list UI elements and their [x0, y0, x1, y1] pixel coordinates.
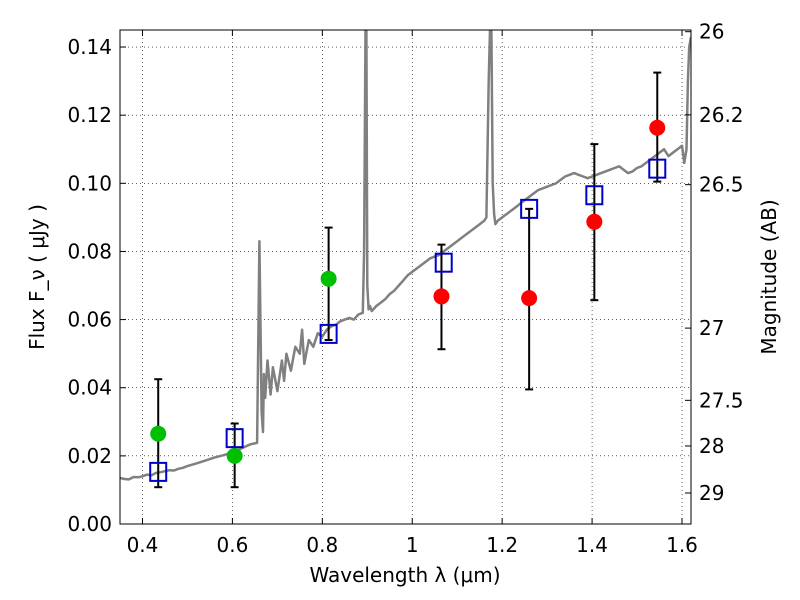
- x-tick-label: 0.4: [127, 533, 159, 557]
- x-tick-label: 1.2: [486, 533, 518, 557]
- model-squares: [149, 158, 667, 482]
- right-axis-title: Magnitude (AB): [757, 199, 781, 354]
- right-tick-label: 28: [699, 434, 724, 458]
- model-square: [434, 252, 453, 273]
- model-square: [319, 323, 338, 344]
- x-axis-title: Wavelength λ (μm): [309, 563, 500, 587]
- model-square: [225, 428, 244, 449]
- right-tick-label: 26: [699, 20, 724, 44]
- right-tick-label: 26.5: [699, 173, 744, 197]
- axis-ticks: 0.4 0.6 0.8 1 1.2 1.4 1.6 0.00 0.02 0.04 0.06 0.08 0…: [67, 20, 743, 557]
- y-tick-label: 0.12: [67, 103, 112, 127]
- y-tick-label: 0.14: [67, 35, 112, 59]
- x-tick-label: 0.8: [306, 533, 338, 557]
- photometry-points: [150, 119, 666, 464]
- data-point: [586, 213, 603, 230]
- y-tick-label: 0.10: [67, 171, 112, 195]
- right-tick-label: 27: [699, 316, 724, 340]
- x-tick-label: 1.6: [666, 533, 698, 557]
- data-point: [433, 288, 450, 305]
- data-point: [320, 270, 337, 287]
- data-point: [226, 447, 243, 464]
- y-tick-label: 0.08: [67, 239, 112, 263]
- y-axis-title: Flux F_ν ( μJy ): [25, 204, 49, 350]
- data-point: [150, 425, 167, 442]
- model-square: [149, 461, 168, 482]
- y-tick-label: 0.00: [67, 512, 112, 536]
- model-square: [585, 185, 604, 206]
- right-tick-label: 27.5: [699, 388, 744, 412]
- x-tick-label: 0.6: [216, 533, 248, 557]
- data-point: [649, 119, 666, 136]
- plot-area: [120, 30, 691, 489]
- y-tick-label: 0.04: [67, 376, 112, 400]
- data-point: [521, 290, 538, 307]
- model-square: [648, 158, 667, 179]
- spectrum-line: [120, 30, 691, 481]
- right-tick-label: 29: [699, 481, 724, 505]
- plot-frame: [119, 29, 692, 525]
- y-tick-label: 0.06: [67, 308, 112, 332]
- y-tick-label: 0.02: [67, 444, 112, 468]
- error-bars: [154, 71, 662, 489]
- model-spectrum: [120, 30, 691, 481]
- x-tick-label: 1.4: [576, 533, 608, 557]
- right-tick-label: 26.2: [699, 103, 744, 127]
- model-square: [520, 198, 539, 219]
- x-tick-label: 1: [406, 533, 419, 557]
